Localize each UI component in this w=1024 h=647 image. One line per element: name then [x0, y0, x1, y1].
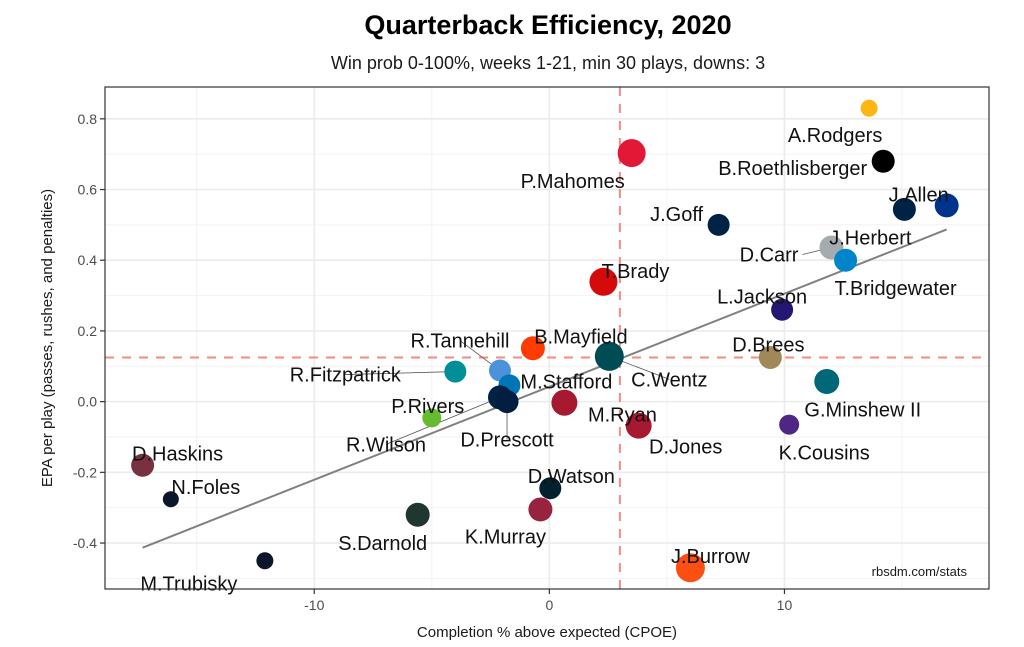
data-point [675, 553, 705, 583]
point-label: D.Watson [528, 466, 615, 488]
trend-line-group [142, 228, 948, 549]
point-label: P.Rivers [391, 396, 464, 418]
point-label: M.Trubisky [140, 574, 237, 596]
data-point [892, 197, 916, 221]
point-label: D.Haskins [132, 443, 223, 465]
data-point [131, 453, 155, 477]
data-point [551, 389, 578, 416]
point-label: G.Minshew II [804, 399, 921, 421]
data-point [860, 99, 878, 117]
point-label: J.Herbert [829, 227, 912, 249]
point-label: M.Ryan [588, 405, 657, 427]
chart-title: Quarterback Efficiency, 2020 [364, 10, 731, 40]
x-axis: -10 0 10 [304, 589, 792, 613]
data-point [495, 390, 519, 414]
source-caption: rbsdm.com/stats [872, 564, 968, 579]
point-label: D.Prescott [460, 430, 554, 452]
data-point [594, 341, 624, 371]
point-label: D.Jones [649, 437, 722, 459]
point-label: M.Stafford [520, 371, 612, 393]
point-labels: A.Rodgers B.Roethlisberger J.Allen J.Herber… [132, 125, 957, 596]
x-axis-title: Completion % above expected (CPOE) [417, 624, 677, 641]
point-label: T.Brady [602, 261, 670, 283]
data-point [405, 502, 430, 527]
point-label: B.Roethlisberger [718, 158, 867, 180]
data-point [814, 368, 840, 394]
y-tick-label: -0.4 [73, 535, 97, 551]
y-axis-title: EPA per play (passes, rushes, and penalt… [39, 189, 56, 487]
point-label: D.Brees [732, 334, 804, 356]
point-label: P.Mahomes [521, 171, 625, 193]
point-label: D.Carr [740, 244, 799, 266]
y-tick-label: 0.6 [78, 182, 98, 198]
x-tick-label: -10 [304, 597, 324, 613]
data-point [617, 139, 646, 168]
data-point [539, 477, 562, 500]
data-point [771, 298, 794, 321]
data-point [934, 193, 959, 218]
point-label: C.Wentz [631, 369, 707, 391]
point-label: S.Darnold [338, 533, 427, 555]
point-label: K.Cousins [779, 443, 870, 465]
trend-line [142, 228, 948, 549]
label-connector [385, 397, 501, 445]
data-point [520, 336, 545, 361]
y-axis: -0.4 -0.2 0.0 0.2 0.4 0.6 0.8 [73, 111, 105, 551]
data-point [625, 412, 652, 439]
plot-border [104, 86, 990, 590]
point-label: T.Bridgewater [834, 278, 957, 300]
y-tick-label: -0.2 [73, 464, 97, 480]
x-tick-label: 10 [777, 597, 793, 613]
point-label: R.Wilson [346, 434, 426, 456]
point-label: N.Foles [171, 477, 240, 499]
reference-lines [105, 87, 989, 589]
data-point [256, 552, 274, 570]
point-label: R.Tannehill [411, 331, 510, 353]
point-label: R.Fitzpatrick [290, 365, 402, 387]
label-connector [345, 371, 456, 375]
y-tick-label: 0.4 [78, 252, 98, 268]
data-point [834, 248, 858, 272]
data-point [871, 149, 895, 173]
data-point [707, 213, 730, 236]
y-tick-label: 0.8 [78, 111, 98, 127]
data-point [162, 491, 179, 508]
point-label: J.Goff [650, 204, 703, 226]
point-label: J.Burrow [671, 546, 750, 568]
point-label: A.Rodgers [788, 125, 883, 147]
data-points [131, 99, 959, 583]
x-tick-label: 0 [545, 597, 553, 613]
minor-gridlines [105, 87, 989, 589]
data-point [422, 408, 442, 428]
point-label: L.Jackson [717, 287, 807, 309]
point-label: K.Murray [465, 526, 546, 548]
data-point [758, 345, 782, 369]
data-point [589, 267, 618, 296]
data-point [444, 360, 467, 383]
point-label: B.Mayfield [534, 326, 627, 348]
data-point [528, 497, 553, 522]
y-tick-label: 0.0 [78, 394, 98, 410]
data-point [779, 414, 800, 435]
y-tick-label: 0.2 [78, 323, 98, 339]
point-label: J.Allen [889, 184, 949, 206]
chart-subtitle: Win prob 0-100%, weeks 1-21, min 30 play… [331, 53, 765, 73]
